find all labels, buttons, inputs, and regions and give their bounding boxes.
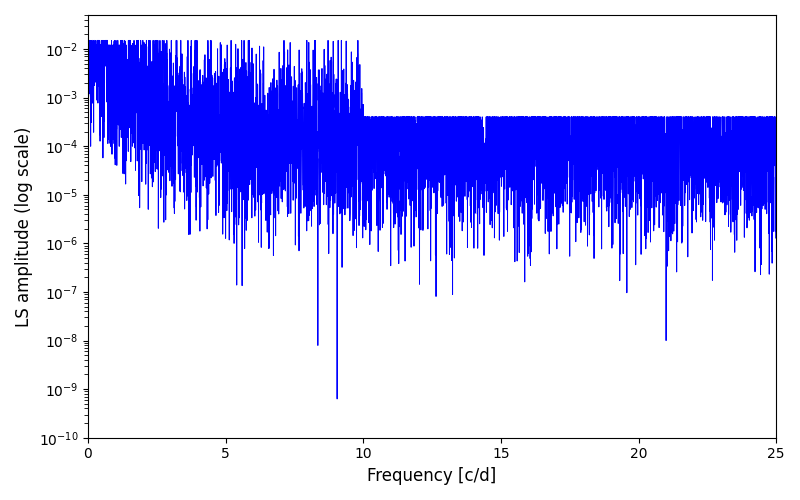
X-axis label: Frequency [c/d]: Frequency [c/d]	[367, 467, 497, 485]
Y-axis label: LS amplitude (log scale): LS amplitude (log scale)	[15, 126, 33, 326]
